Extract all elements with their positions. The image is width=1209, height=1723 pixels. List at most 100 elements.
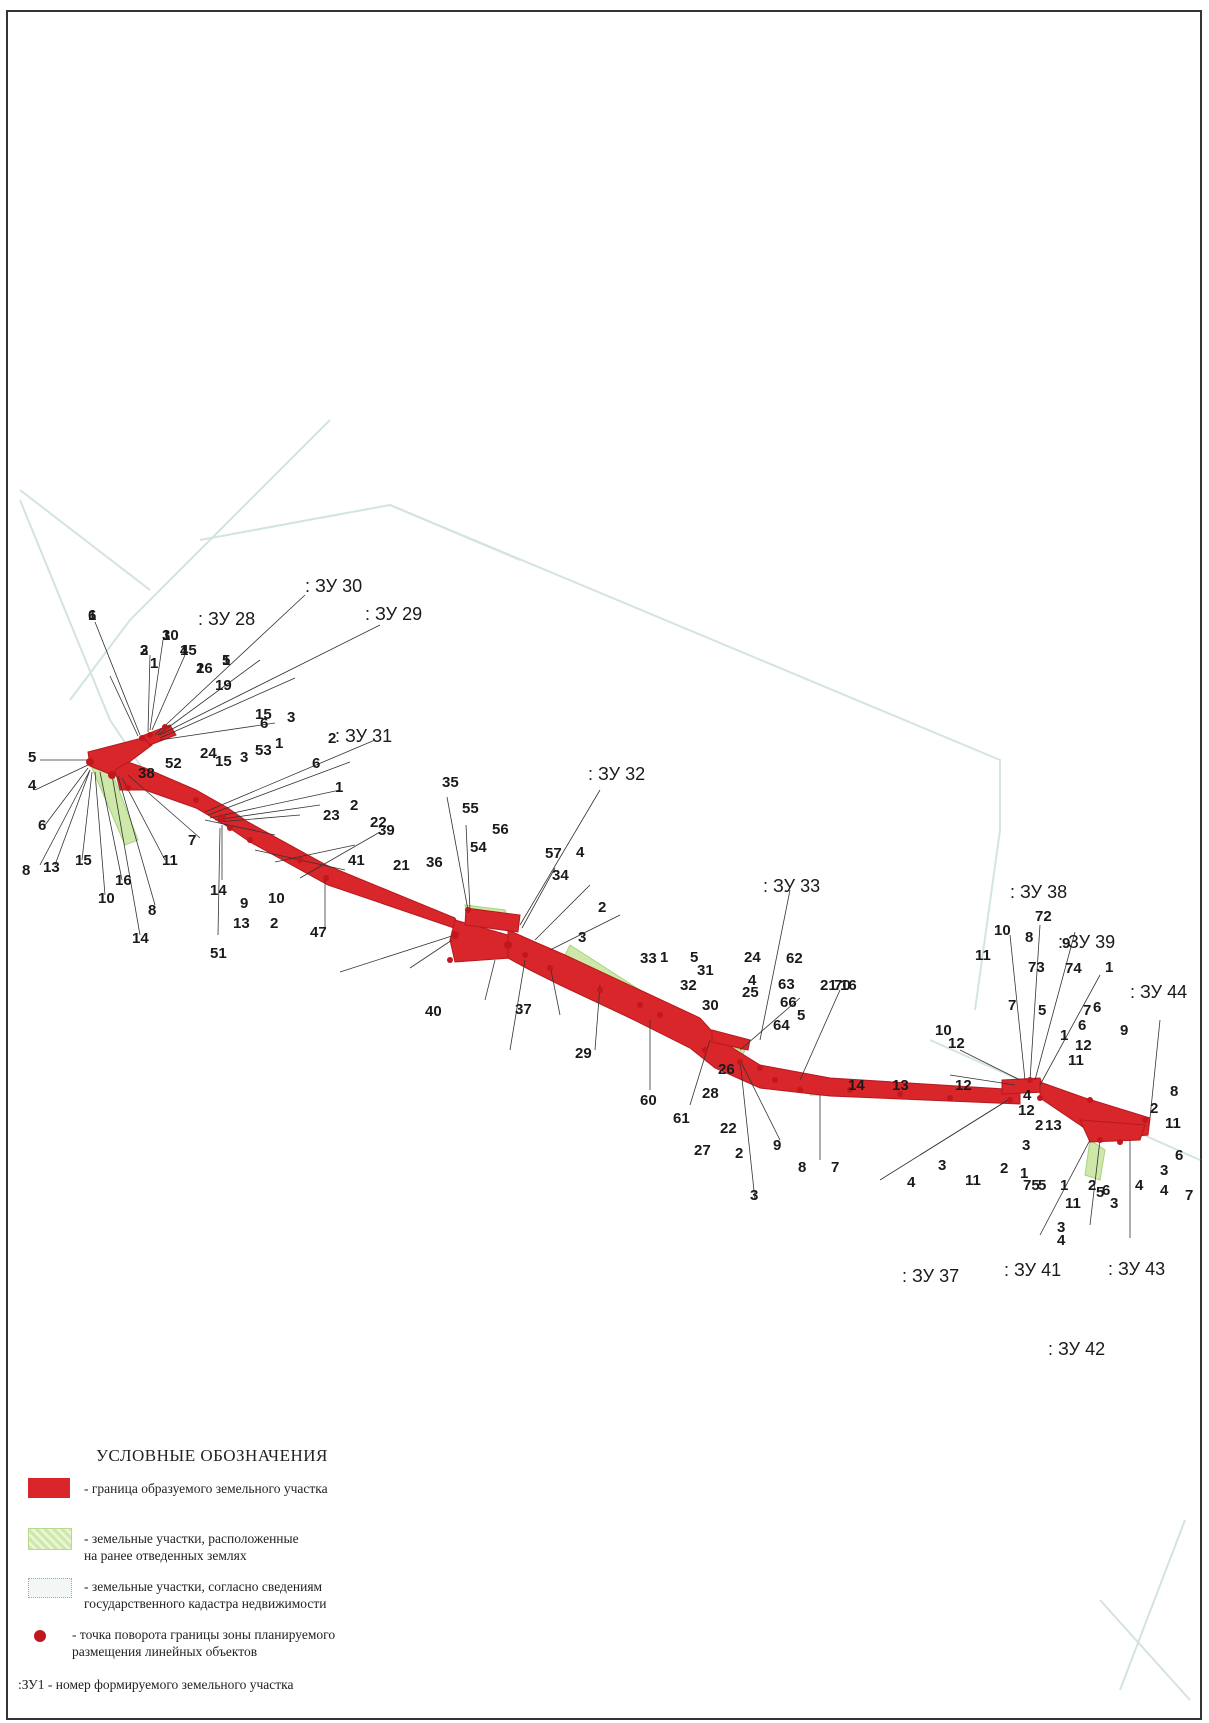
point-number-label: 66 <box>780 994 797 1011</box>
legend-item-text: - граница образуемого земельного участка <box>84 1481 328 1496</box>
point-number-label: 4 <box>1160 1182 1169 1199</box>
point-number-label: 6 <box>1078 1017 1086 1034</box>
point-number-label: 3 <box>938 1157 946 1174</box>
plot-label: : ЗУ 37 <box>902 1266 959 1286</box>
point-number-label: 9 <box>1062 935 1070 952</box>
point-number-label: 4 <box>907 1174 916 1191</box>
plot-label: : ЗУ 28 <box>198 609 255 629</box>
point-number-label: 30 <box>702 997 719 1014</box>
point-number-label: 13 <box>43 859 60 876</box>
point-number-label: 54 <box>470 839 487 856</box>
point-number-label: 6 <box>88 607 96 624</box>
point-number-label: 24 <box>744 949 761 966</box>
point-number-label: 16 <box>840 977 857 994</box>
point-number-label: 3 <box>140 642 148 659</box>
point-number-label: 5 <box>28 749 36 766</box>
point-number-label: 11 <box>965 1172 981 1189</box>
point-number-label: 11 <box>1065 1195 1081 1212</box>
point-number-label: 4 <box>180 642 189 659</box>
point-number-label: 40 <box>425 1003 442 1020</box>
point-number-label: 5 <box>1096 1184 1104 1201</box>
point-number-label: 15 <box>215 753 232 770</box>
point-number-label: 2 <box>1088 1177 1096 1194</box>
point-number-label: 1 <box>150 655 158 672</box>
point-number-label: 6 <box>1175 1147 1183 1164</box>
point-number-label: 2 <box>598 899 606 916</box>
point-number-label: 36 <box>426 854 443 871</box>
point-number-label: 2 <box>1150 1100 1158 1117</box>
point-number-label: 39 <box>378 822 395 839</box>
green-hatch-swatch <box>28 1528 72 1550</box>
point-number-label: 3 <box>1160 1162 1168 1179</box>
point-number-label: 1 <box>88 607 96 624</box>
point-number-label: 5 <box>1038 1177 1046 1194</box>
point-number-label: 9 <box>240 895 248 912</box>
point-number-label: 8 <box>1170 1083 1178 1100</box>
point-number-label: 23 <box>323 807 340 824</box>
point-number-label: 31 <box>697 962 714 979</box>
point-number-label: 9 <box>1120 1022 1128 1039</box>
point-number-label: 41 <box>348 852 365 869</box>
point-number-label: 19 <box>215 677 232 694</box>
point-number-label: 47 <box>310 924 327 941</box>
point-number-label: 1 <box>1060 1177 1068 1194</box>
point-number-label: 27 <box>694 1142 711 1159</box>
point-number-label: 72 <box>1035 908 1052 925</box>
point-number-label: 33 <box>640 950 657 967</box>
point-number-label: 14 <box>848 1077 865 1094</box>
point-number-label: 1 <box>222 652 230 669</box>
point-number-label: 25 <box>742 984 759 1001</box>
red-dot-swatch <box>34 1630 46 1642</box>
plot-label: : ЗУ 33 <box>763 876 820 896</box>
point-number-label: 3 <box>162 627 170 644</box>
point-number-label: 5 <box>797 1007 805 1024</box>
point-number-label: 12 <box>1075 1037 1092 1054</box>
point-number-label: 73 <box>1028 959 1045 976</box>
point-number-label: 4 <box>1023 1087 1032 1104</box>
point-number-label: 9 <box>773 1137 781 1154</box>
point-number-label: 32 <box>680 977 697 994</box>
point-number-label: 14 <box>210 882 227 899</box>
point-number-label: 56 <box>492 821 509 838</box>
point-number-label: 70 <box>834 977 851 994</box>
point-number-label: 21 <box>393 857 410 874</box>
plot-label: : ЗУ 29 <box>365 604 422 624</box>
point-number-label: 10 <box>98 890 115 907</box>
point-number-label: 7 <box>831 1159 839 1176</box>
point-number-label: 15 <box>75 852 92 869</box>
plot-boundaries <box>87 724 1151 1143</box>
point-number-label: 16 <box>115 872 132 889</box>
point-number-label: 34 <box>552 867 569 884</box>
point-number-label: 2 <box>350 797 358 814</box>
point-number-label: 11 <box>975 947 991 964</box>
point-number-label: 10 <box>994 922 1011 939</box>
point-number-label: 12 <box>955 1077 972 1094</box>
point-number-label: 61 <box>673 1110 690 1127</box>
plot-label: : ЗУ 42 <box>1048 1339 1105 1359</box>
point-number-label: 1 <box>275 735 283 752</box>
legend-plot-note: :ЗУ1 - номер формируемого земельного уча… <box>18 1677 294 1692</box>
point-number-label: 7 <box>1185 1187 1193 1204</box>
grey-dotted-swatch <box>28 1578 72 1598</box>
point-number-label: 1 <box>1105 959 1113 976</box>
plot-label: : ЗУ 38 <box>1010 882 1067 902</box>
point-number-label: 4 <box>1057 1232 1066 1249</box>
point-number-label: 10 <box>268 890 285 907</box>
point-number-label: 4 <box>576 844 585 861</box>
point-number-label: 74 <box>1065 960 1082 977</box>
point-number-label: 1 <box>1020 1165 1028 1182</box>
point-number-label: 37 <box>515 1001 532 1018</box>
point-number-label: 62 <box>786 950 803 967</box>
point-number-label: 15 <box>180 642 197 659</box>
point-number-label: 35 <box>442 774 459 791</box>
plot-label: : ЗУ 32 <box>588 764 645 784</box>
point-number-label: 60 <box>640 1092 657 1109</box>
point-number-label: 53 <box>255 742 272 759</box>
plot-labels: : ЗУ 28 : ЗУ 30 : ЗУ 29 : ЗУ 31 : ЗУ 32 … <box>198 576 1187 1359</box>
point-number-label: 2 <box>196 660 204 677</box>
point-number-label: 15 <box>255 706 272 723</box>
point-number-label: 11 <box>1068 1052 1084 1069</box>
point-number-label: 3 <box>1057 1219 1065 1236</box>
